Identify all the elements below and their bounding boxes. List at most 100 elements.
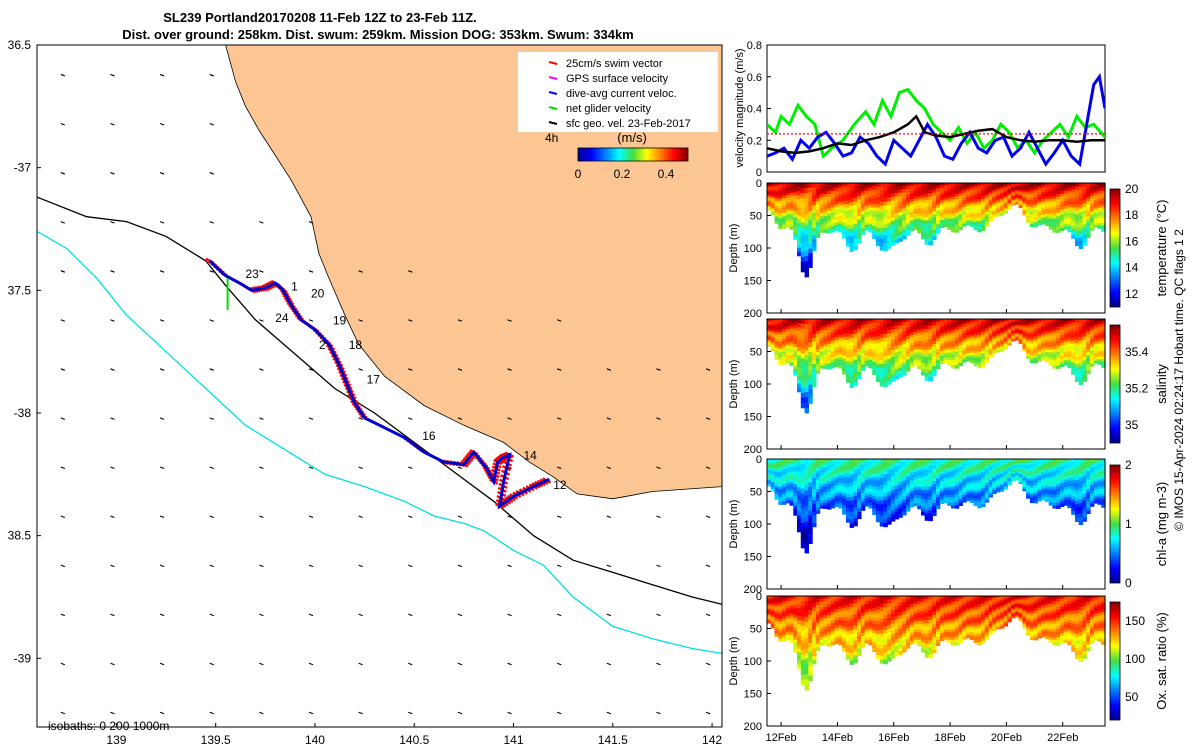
section-cell	[838, 204, 843, 208]
section-cell	[913, 363, 918, 367]
section-cell	[1037, 185, 1042, 189]
section-cell	[872, 459, 877, 463]
section-cell	[875, 493, 881, 498]
section-cell	[800, 402, 806, 409]
section-cell	[827, 319, 832, 323]
section-cell	[1044, 335, 1050, 339]
current-vector	[457, 319, 463, 322]
section-cell	[883, 379, 888, 384]
velocity-ytick-label: 0.4	[747, 104, 762, 116]
section-cell	[1007, 184, 1012, 187]
section-cell	[830, 215, 836, 219]
section-cell	[966, 459, 971, 462]
section-cell	[906, 502, 911, 506]
section-cell	[842, 189, 847, 193]
section-cell	[849, 500, 854, 506]
section-cell	[868, 502, 873, 506]
section-cell	[921, 462, 926, 466]
section-cell	[1059, 345, 1065, 349]
section-cell	[834, 206, 839, 210]
current-vector	[110, 466, 115, 469]
section-cell	[943, 338, 948, 342]
section-cell	[988, 337, 993, 341]
section-cell	[778, 324, 783, 328]
section-cell	[887, 190, 892, 195]
section-cell	[1011, 471, 1016, 473]
section-cell	[924, 476, 930, 480]
section-cell	[924, 499, 930, 504]
section-cell	[1101, 188, 1106, 192]
section-cell	[838, 215, 843, 219]
section-cell	[939, 500, 945, 504]
section-cell	[767, 344, 772, 347]
section-cell	[902, 235, 907, 240]
section-cell	[988, 206, 993, 209]
section-cell	[1014, 324, 1020, 327]
section-cell	[902, 462, 907, 466]
section-cell	[887, 204, 892, 209]
section-cell	[958, 466, 963, 470]
section-cell	[774, 336, 779, 340]
section-cell	[860, 481, 866, 486]
section-cell	[951, 199, 956, 203]
section-cell	[984, 328, 990, 332]
section-cell	[1011, 183, 1016, 185]
section-cell	[774, 203, 779, 206]
section-cell	[951, 464, 956, 468]
section-cell	[947, 477, 952, 481]
section-cell	[1093, 187, 1099, 191]
section-cell	[823, 505, 828, 509]
section-cell	[928, 500, 933, 504]
section-cell	[932, 496, 937, 501]
section-cell	[845, 476, 851, 481]
section-cell	[1097, 188, 1102, 192]
section-cell	[973, 482, 978, 486]
section-cell	[924, 469, 930, 474]
section-cell	[845, 497, 851, 502]
section-cell	[1029, 331, 1035, 335]
section-cell	[845, 490, 851, 495]
section-cell	[969, 485, 975, 489]
section-cell	[1067, 199, 1072, 203]
section-cell	[853, 246, 858, 251]
section-cell	[1075, 183, 1080, 188]
section-cell	[838, 319, 843, 323]
section-cell	[947, 339, 952, 343]
section-cell	[902, 195, 907, 200]
section-cell	[898, 234, 903, 239]
section-cell	[883, 477, 888, 483]
section-cell	[864, 214, 869, 218]
section-cell	[939, 356, 945, 360]
section-cell	[1003, 204, 1008, 207]
section-cell	[958, 482, 963, 486]
section-cell	[909, 348, 915, 352]
section-cell	[1090, 204, 1095, 208]
section-cell	[812, 243, 817, 248]
section-cell	[966, 328, 971, 332]
section-cell	[902, 331, 907, 336]
section-cell	[951, 226, 956, 230]
section-cell	[954, 480, 960, 485]
section-cell	[1011, 466, 1016, 469]
section-cell	[984, 485, 990, 489]
section-cell	[1014, 469, 1020, 472]
section-cell	[864, 227, 869, 231]
section-cell	[797, 527, 802, 533]
section-cell	[842, 349, 847, 354]
section-cell	[999, 338, 1005, 341]
section-cell	[1022, 331, 1027, 334]
section-cell	[973, 477, 978, 481]
section-cell	[834, 319, 839, 323]
section-cell	[1082, 241, 1087, 246]
section-cell	[887, 520, 892, 525]
section-cell	[1056, 354, 1061, 358]
section-cell	[830, 212, 836, 217]
section-cell	[819, 183, 824, 187]
section-cell	[782, 190, 787, 194]
section-cell	[958, 342, 963, 346]
section-cell	[969, 333, 975, 337]
section-cell	[823, 204, 828, 209]
section-cell	[1078, 215, 1084, 220]
section-cell	[996, 339, 1001, 342]
section-cell	[936, 229, 941, 233]
